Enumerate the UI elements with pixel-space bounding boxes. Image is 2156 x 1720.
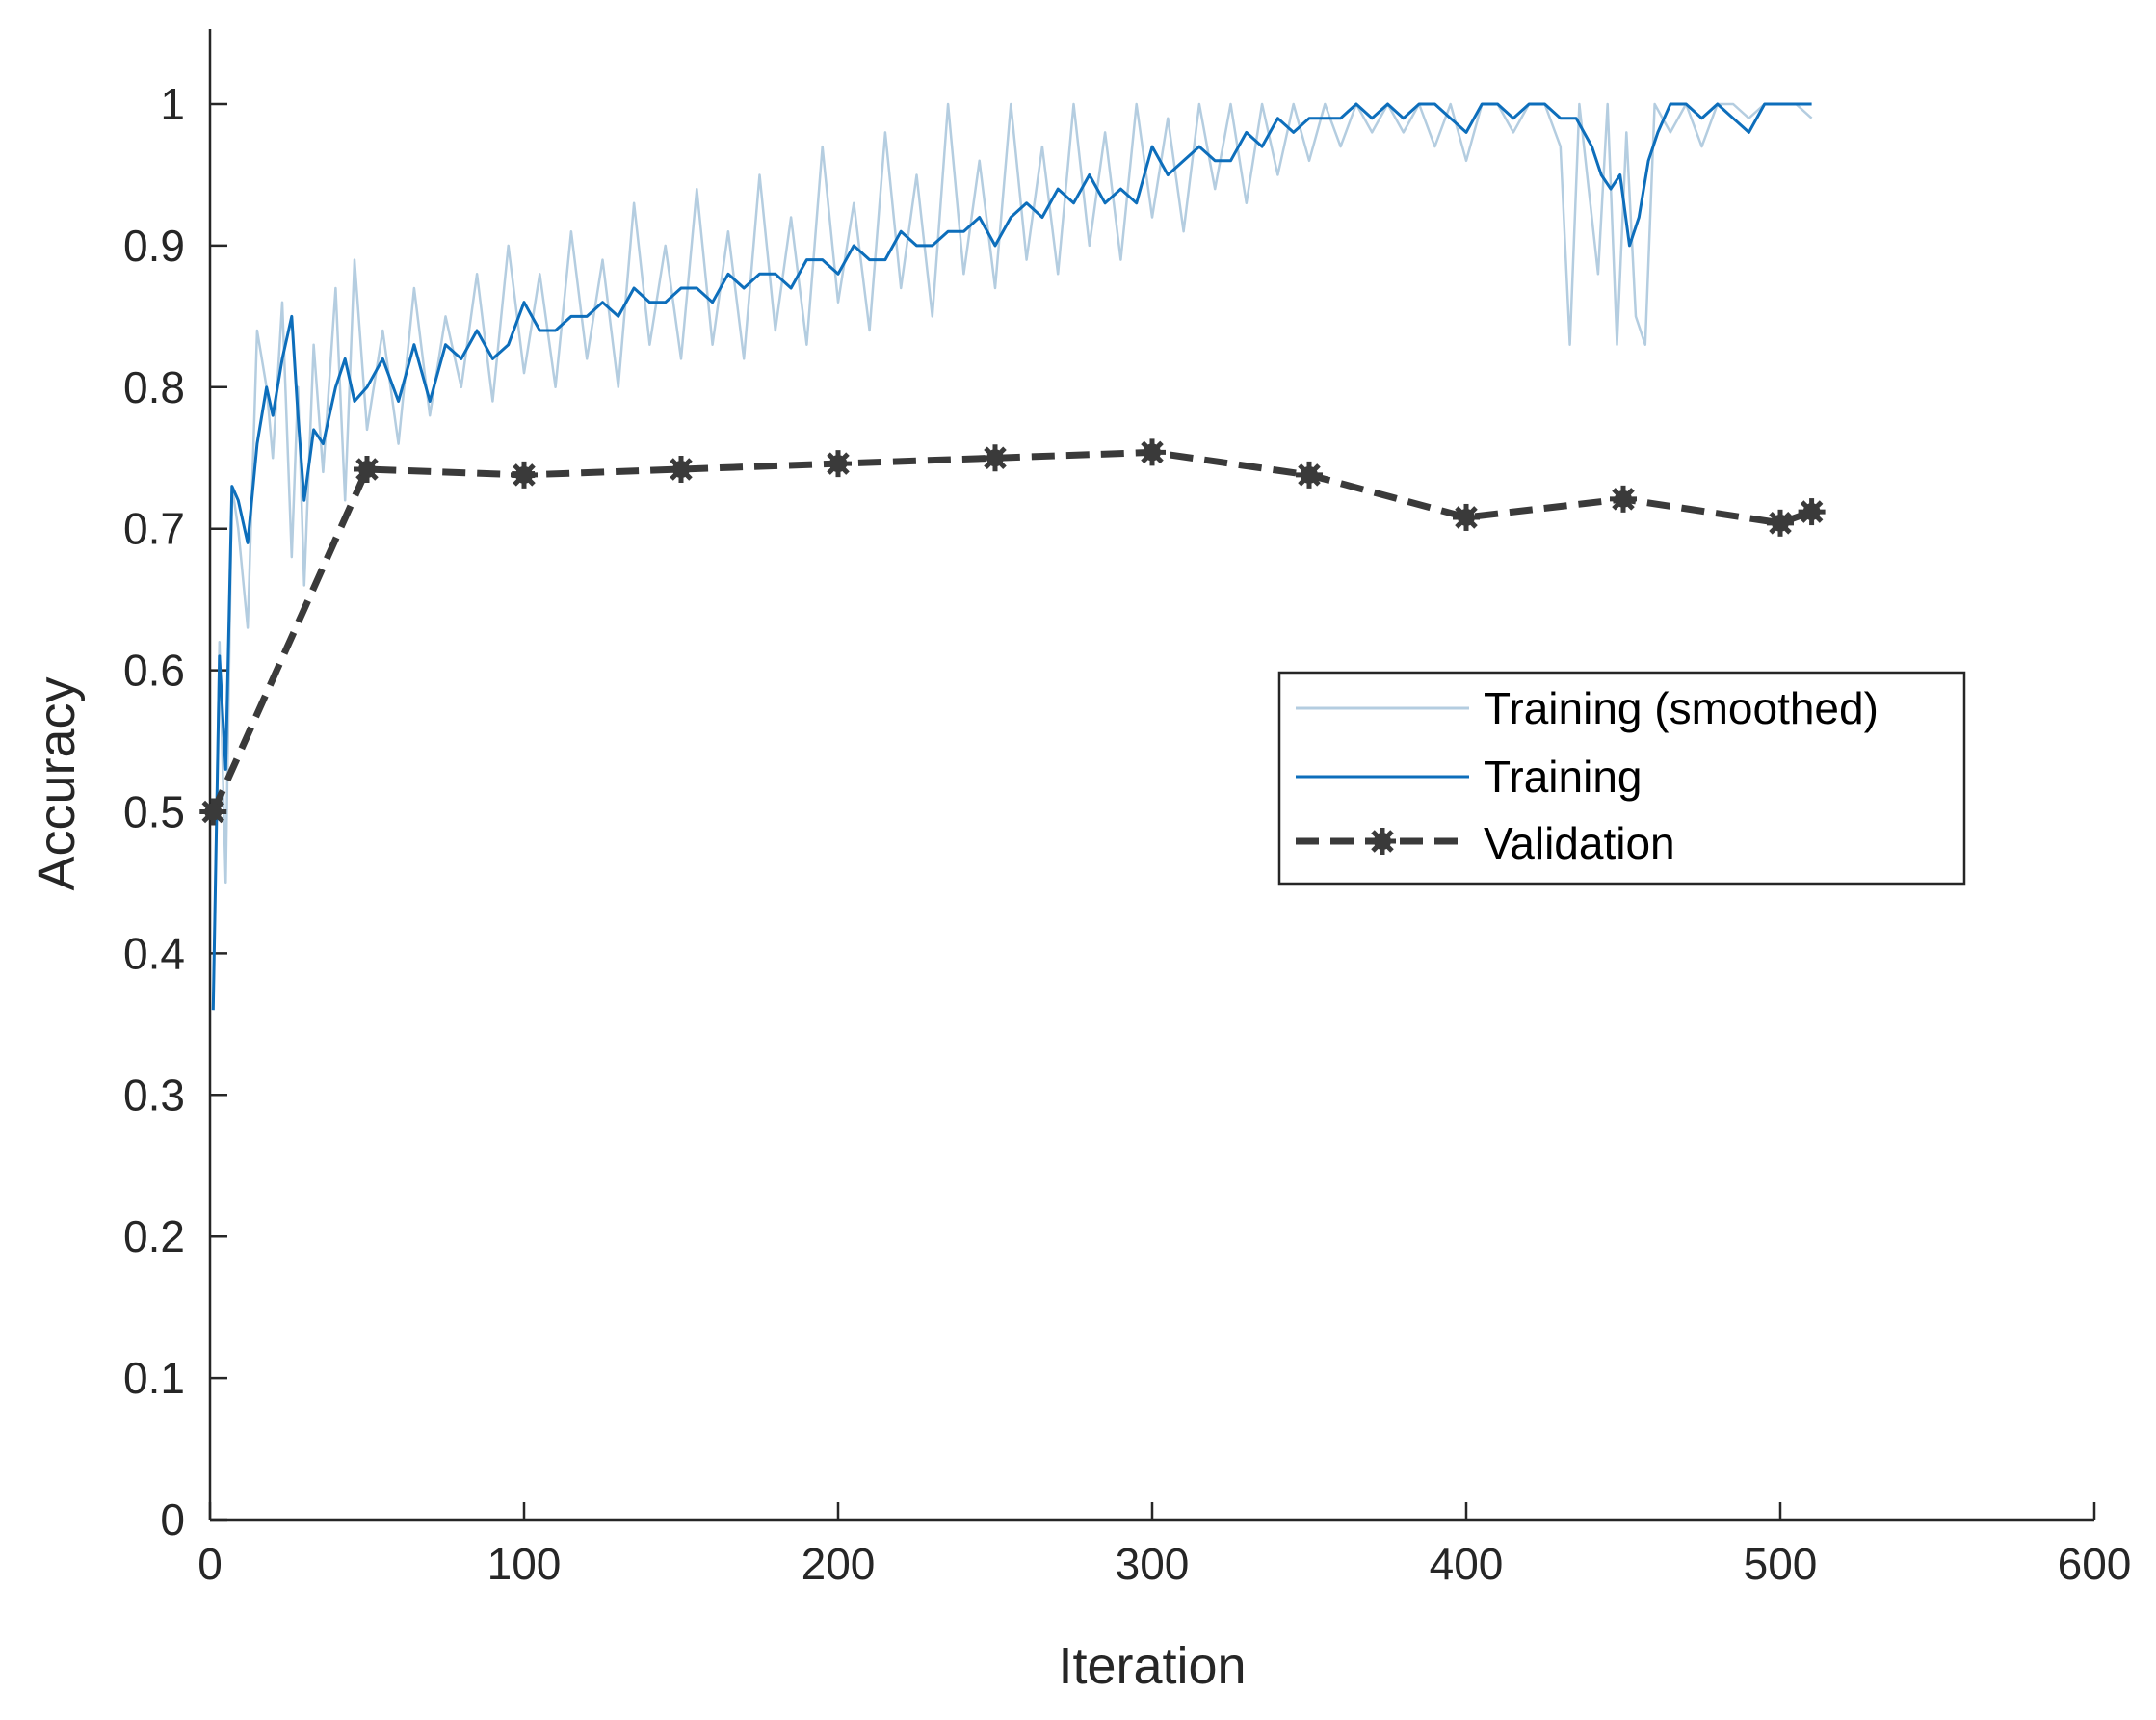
legend-label-validation: Validation xyxy=(1484,818,1675,868)
y-tick-label: 1 xyxy=(160,79,185,129)
validation-point xyxy=(668,456,695,484)
legend: Training (smoothed) Training Validation xyxy=(1277,671,1966,886)
y-tick-label: 0.6 xyxy=(123,646,185,696)
x-tick-label: 0 xyxy=(197,1539,223,1589)
legend-marker-validation xyxy=(1369,828,1396,855)
validation-point xyxy=(354,456,381,484)
validation-point xyxy=(199,798,227,826)
series-line-training-smoothed xyxy=(212,102,1813,1011)
validation-point xyxy=(1296,461,1323,489)
x-tick-label: 200 xyxy=(802,1539,876,1589)
x-tick-label: 500 xyxy=(1744,1539,1818,1589)
y-tick-label: 0.2 xyxy=(123,1211,185,1261)
y-tick-label: 0.5 xyxy=(123,787,185,837)
y-tick-label: 0.9 xyxy=(123,221,185,271)
validation-point xyxy=(1798,498,1826,526)
x-tick-label: 100 xyxy=(487,1539,562,1589)
y-axis-title: Accuracy xyxy=(28,676,86,890)
series-line-validation xyxy=(210,448,1813,813)
legend-label-training-smoothed: Training (smoothed) xyxy=(1484,683,1879,733)
validation-point xyxy=(982,444,1009,472)
y-tick-label: 0 xyxy=(160,1495,185,1545)
x-tick-label: 600 xyxy=(2058,1539,2132,1589)
plot-axes: 0 100 200 300 400 500 600 0 0.1 0.2 0.3 0.4 0.5 0.6 0.… xyxy=(28,29,2131,1695)
y-tick-label: 0.1 xyxy=(123,1353,185,1403)
validation-point xyxy=(1767,509,1794,537)
x-axis-title: Iteration xyxy=(1058,1637,1246,1695)
legend-label-training: Training xyxy=(1484,752,1642,802)
series-layer xyxy=(199,102,1826,1011)
validation-point xyxy=(1139,438,1166,466)
y-tick-label: 0.4 xyxy=(123,928,185,978)
y-tick-label: 0.8 xyxy=(123,362,185,412)
series-line-training xyxy=(211,102,1812,1011)
y-tick-label: 0.3 xyxy=(123,1070,185,1120)
validation-point xyxy=(511,461,538,489)
validation-point xyxy=(825,450,852,478)
x-tick-label: 300 xyxy=(1116,1539,1190,1589)
validation-point xyxy=(1453,503,1480,531)
y-tick-label: 0.7 xyxy=(123,504,185,554)
validation-point xyxy=(1610,485,1637,513)
x-tick-label: 400 xyxy=(1430,1539,1504,1589)
